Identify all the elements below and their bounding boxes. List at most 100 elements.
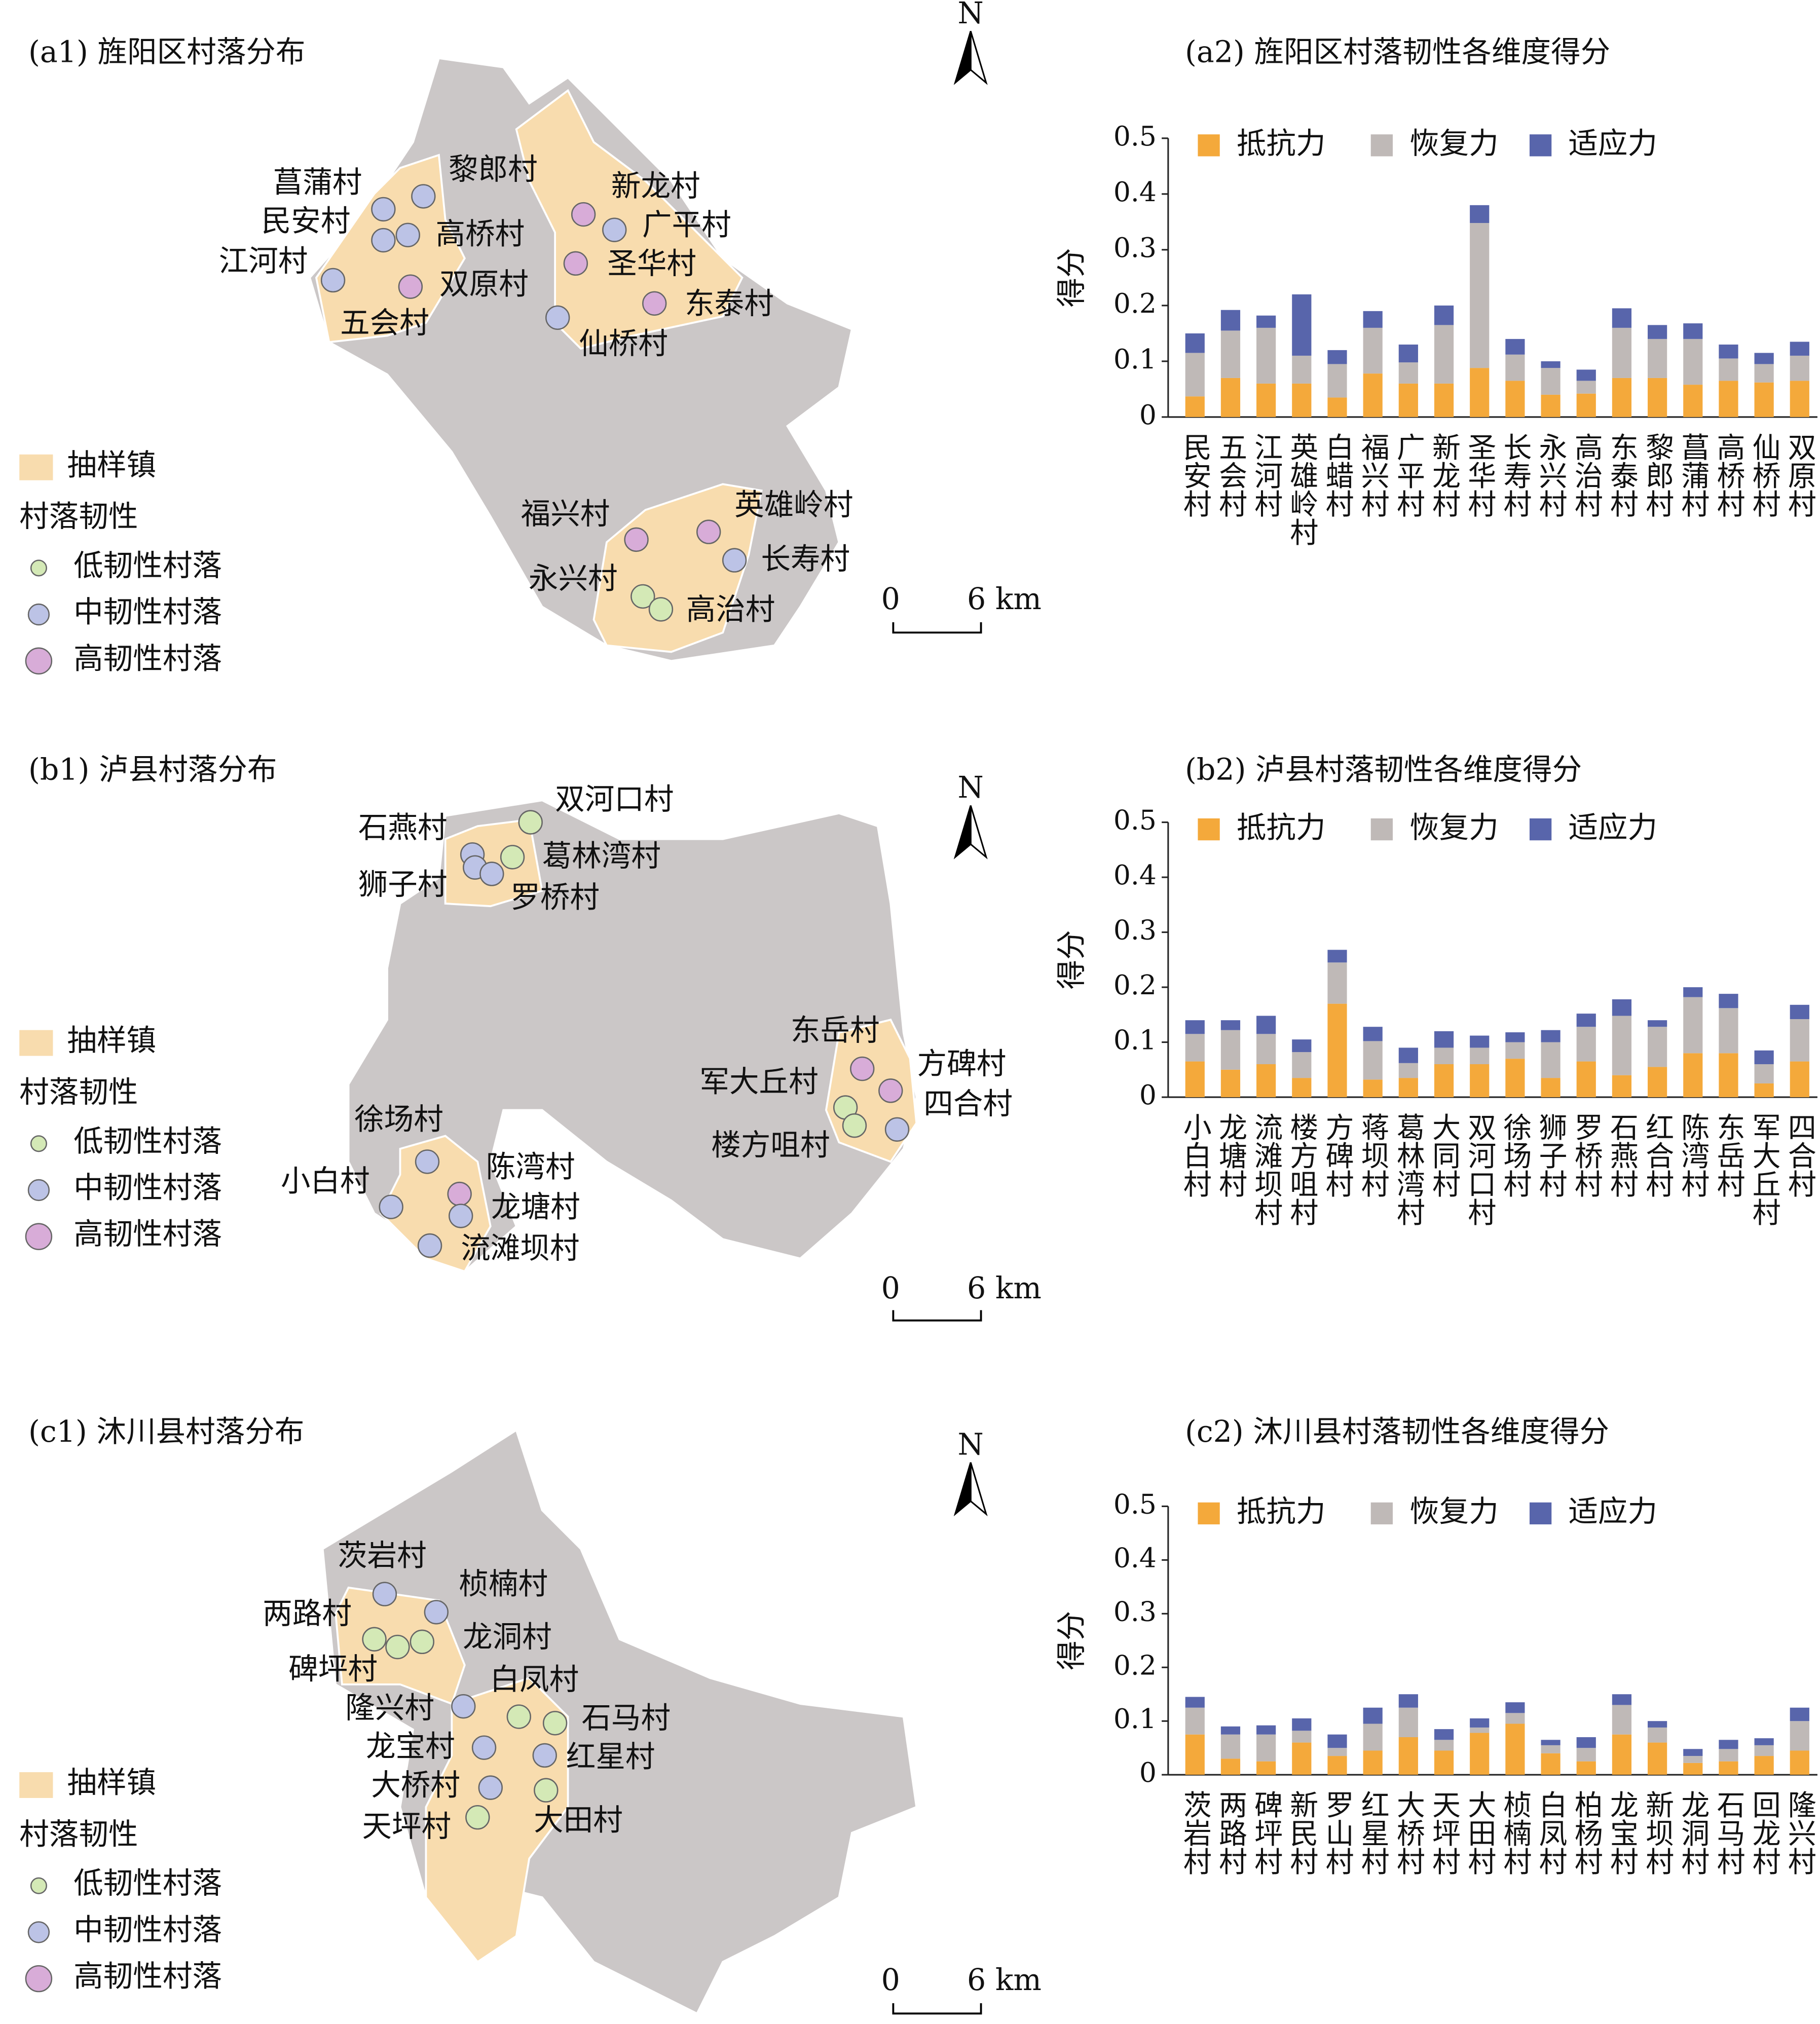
legend-label: 高韧性村落 <box>73 1959 222 1994</box>
x-tick-label: 蒋坝村 <box>1356 1113 1389 1198</box>
bar-segment <box>1256 1064 1276 1098</box>
y-tick-label: 0.2 <box>1113 969 1157 1001</box>
village-label: 碑坪村 <box>288 1652 378 1686</box>
bar-segment <box>1185 396 1205 417</box>
bar-segment <box>1185 333 1205 353</box>
legend-label: 低韧性村落 <box>73 1124 222 1158</box>
bar-segment <box>1505 354 1525 381</box>
bar-segment <box>1505 1042 1525 1059</box>
bar-segment <box>1754 353 1774 364</box>
x-tick-label: 龙宝村 <box>1605 1790 1638 1876</box>
bar-segment <box>1185 1061 1205 1098</box>
bar-segment <box>1256 383 1276 417</box>
x-tick-label: 新民村 <box>1285 1790 1318 1876</box>
bar-segment <box>1292 1731 1312 1743</box>
bar-segment <box>1648 1742 1667 1775</box>
chart-title: (b2) 泸县村落韧性各维度得分 <box>1185 752 1582 786</box>
bar-segment <box>1470 368 1490 417</box>
bar-segment <box>1754 364 1774 383</box>
y-tick-label: 0.5 <box>1113 120 1157 152</box>
village-label: 小白村 <box>281 1164 370 1198</box>
x-tick-label: 回龙村 <box>1748 1790 1780 1876</box>
village-label: 徐场村 <box>354 1102 443 1136</box>
bar-segment <box>1790 342 1809 356</box>
bar-segment <box>1220 1069 1241 1098</box>
y-tick-label: 0.3 <box>1113 1595 1157 1627</box>
bar-segment <box>1185 1707 1205 1735</box>
bar-segment <box>1470 1035 1490 1048</box>
bar-segment <box>1719 1761 1738 1775</box>
village-label: 两路村 <box>263 1596 352 1631</box>
legend-label: 中韧性村落 <box>73 1170 222 1205</box>
village-dot <box>398 274 423 299</box>
x-tick-label: 民安村 <box>1178 432 1211 517</box>
y-tick-label: 0.3 <box>1113 232 1157 264</box>
bar-segment <box>1754 1050 1774 1064</box>
x-tick-label: 石燕村 <box>1605 1113 1638 1198</box>
bar-segment <box>1363 1041 1383 1080</box>
legend-swatch <box>1529 134 1552 157</box>
bar-segment <box>1434 1031 1454 1048</box>
sample-town <box>425 1676 569 1964</box>
bar-segment <box>1505 339 1525 355</box>
x-tick-label: 龙塘村 <box>1214 1113 1247 1198</box>
legend-swatch <box>1370 134 1393 157</box>
bar-segment <box>1363 1027 1383 1041</box>
bar-segment <box>1470 1733 1490 1775</box>
y-tick-label: 0 <box>1139 399 1157 431</box>
bar-segment <box>1790 1004 1809 1020</box>
bar-segment <box>1719 344 1738 359</box>
legend-dot <box>30 1877 47 1894</box>
village-label: 福兴村 <box>521 497 610 531</box>
legend-swatch <box>1198 134 1220 157</box>
bar-segment <box>1505 1713 1525 1724</box>
y-tick-label: 0.3 <box>1113 914 1157 946</box>
x-tick-label: 双原村 <box>1783 432 1816 517</box>
village-label: 双原村 <box>439 267 529 302</box>
bar-segment <box>1719 994 1738 1008</box>
village-dot <box>415 1149 440 1174</box>
bar-segment <box>1754 1745 1774 1756</box>
scale-bar <box>892 2003 982 2015</box>
legend-heading: 村落韧性 <box>19 1817 138 1851</box>
legend-dot <box>27 603 50 626</box>
bar-segment <box>1327 364 1347 398</box>
x-tick-label: 四合村 <box>1783 1113 1816 1198</box>
legend-label: 高韧性村落 <box>73 641 222 676</box>
x-tick-label: 红星村 <box>1356 1790 1389 1876</box>
village-label: 石燕村 <box>358 810 448 845</box>
bar-segment <box>1683 997 1703 1054</box>
scale-label: 6 km <box>967 582 1042 616</box>
bar-segment <box>1256 1734 1276 1761</box>
x-tick-label: 方碑村 <box>1321 1113 1354 1198</box>
bar-segment <box>1541 1078 1561 1098</box>
x-tick-label: 英雄岭村 <box>1285 432 1318 546</box>
bar-segment <box>1398 362 1418 384</box>
bar-segment <box>1220 378 1241 417</box>
bar-segment <box>1363 1750 1383 1775</box>
x-tick-label: 广平村 <box>1392 432 1425 517</box>
bar-segment <box>1327 350 1347 364</box>
bar-segment <box>1576 1748 1596 1761</box>
bar-segment <box>1790 381 1809 417</box>
bar-segment <box>1327 1756 1347 1775</box>
bar-segment <box>1612 1075 1632 1098</box>
bar-segment <box>1470 1064 1490 1098</box>
village-dot <box>722 548 747 573</box>
village-label: 新龙村 <box>611 169 700 203</box>
bar-segment <box>1576 1061 1596 1098</box>
x-tick-label: 军大丘村 <box>1748 1113 1780 1226</box>
bar-segment <box>1327 1734 1347 1748</box>
village-label: 隆兴村 <box>345 1691 434 1725</box>
bar-segment <box>1576 1014 1596 1027</box>
bar-segment <box>1612 1734 1632 1775</box>
scale-bar <box>892 622 982 634</box>
village-dot <box>630 584 655 609</box>
village-label: 狮子村 <box>358 867 448 902</box>
sample-town <box>379 1135 492 1273</box>
sample-town <box>515 89 744 350</box>
bar-segment <box>1790 1750 1809 1775</box>
bar-segment <box>1220 1758 1241 1775</box>
bar-segment <box>1541 1740 1561 1745</box>
x-tick-label: 桢楠村 <box>1499 1790 1532 1876</box>
